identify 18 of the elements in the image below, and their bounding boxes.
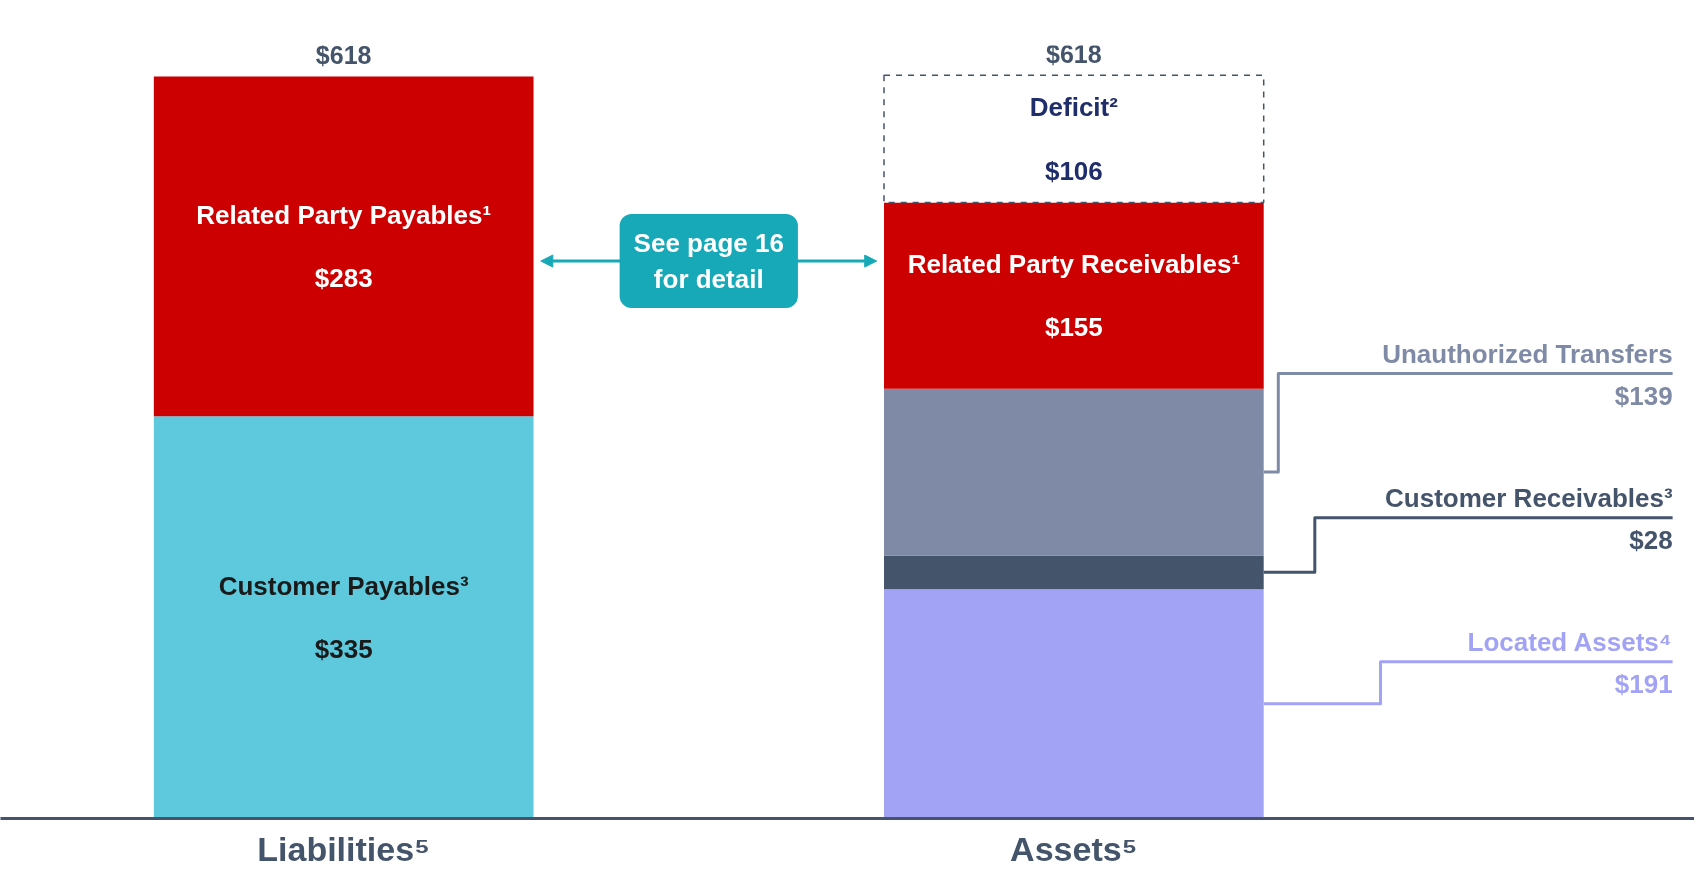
data-label: $191	[1614, 669, 1673, 700]
data-label: $155	[1044, 312, 1103, 343]
data-label: $283	[314, 263, 373, 294]
total-label: $618	[315, 41, 372, 70]
data-label: $106	[1044, 155, 1103, 186]
series-label: Customer Payables³	[218, 570, 470, 601]
series-label: Related Party Payables¹	[196, 199, 492, 230]
text: Customer Receivables³	[1385, 482, 1673, 513]
annotation: See page 16 for detail	[633, 228, 784, 295]
text: Unauthorized Transfers	[1382, 338, 1673, 369]
data-label: $335	[314, 634, 373, 665]
x-tick-label: Assets⁵	[1010, 829, 1138, 868]
series-label: Related Party Receivables¹	[907, 248, 1241, 279]
series-label: Deficit²	[1029, 92, 1119, 123]
data-label: $28	[1629, 524, 1673, 555]
data-label: $139	[1614, 380, 1673, 411]
text: Located Assets⁴	[1467, 627, 1672, 657]
x-tick-label: Liabilities⁵	[257, 829, 431, 868]
